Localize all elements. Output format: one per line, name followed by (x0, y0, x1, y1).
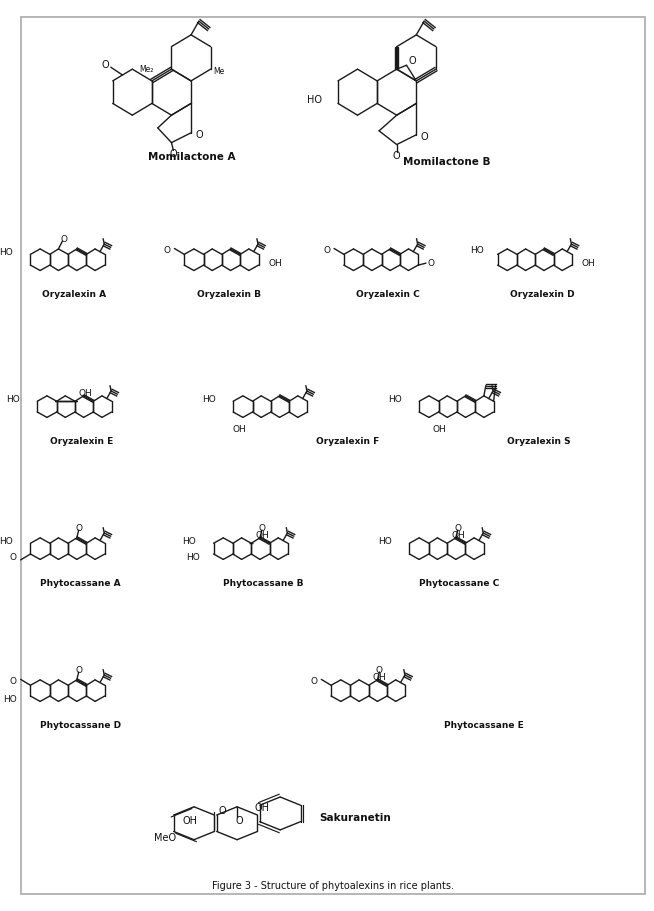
Text: Oryzalexin D: Oryzalexin D (510, 290, 575, 299)
Text: O: O (75, 524, 82, 533)
Text: HO: HO (3, 695, 17, 704)
Text: OH: OH (373, 673, 387, 682)
Text: Oryzalexin F: Oryzalexin F (317, 436, 380, 445)
Text: Figure 3 - Structure of phytoalexins in rice plants.: Figure 3 - Structure of phytoalexins in … (212, 881, 454, 891)
Text: O: O (409, 56, 416, 67)
FancyBboxPatch shape (21, 17, 645, 894)
Text: HO: HO (186, 554, 200, 562)
Text: OH: OH (182, 815, 198, 825)
Text: Phytocassane B: Phytocassane B (224, 578, 304, 588)
Text: OH: OH (433, 425, 447, 434)
Text: Phytocassane E: Phytocassane E (443, 721, 523, 730)
Text: O: O (169, 149, 177, 159)
Text: O: O (60, 235, 67, 243)
Text: Oryzalexin A: Oryzalexin A (43, 290, 107, 299)
Text: O: O (164, 246, 171, 255)
Text: O: O (421, 132, 428, 142)
Text: O: O (428, 259, 435, 268)
Text: OH: OH (232, 425, 246, 434)
Text: O: O (101, 60, 109, 70)
Text: Oryzalexin B: Oryzalexin B (197, 290, 261, 299)
Text: OH: OH (79, 389, 93, 398)
Text: Sakuranetin: Sakuranetin (319, 814, 391, 824)
Text: Oryzalexin S: Oryzalexin S (508, 436, 571, 445)
Text: Me₂: Me₂ (139, 65, 153, 74)
Text: O: O (393, 151, 400, 161)
Text: HO: HO (378, 537, 392, 546)
Text: OH: OH (581, 259, 595, 268)
Text: O: O (311, 677, 317, 686)
Text: HO: HO (307, 95, 322, 105)
Text: HO: HO (182, 537, 196, 546)
Text: Phytocassane A: Phytocassane A (41, 578, 121, 588)
Text: O: O (10, 554, 17, 562)
Text: O: O (455, 524, 461, 533)
Text: O: O (10, 677, 17, 686)
Text: O: O (376, 666, 383, 674)
Polygon shape (395, 46, 398, 69)
Text: O: O (323, 246, 330, 255)
Text: Momilactone B: Momilactone B (403, 158, 490, 168)
Text: O: O (258, 524, 266, 533)
Text: HO: HO (388, 394, 402, 404)
Text: HO: HO (6, 394, 20, 404)
Text: Phytocassane D: Phytocassane D (41, 721, 122, 730)
Text: OH: OH (255, 531, 269, 540)
Text: Oryzalexin E: Oryzalexin E (50, 436, 113, 445)
Text: HO: HO (0, 248, 13, 257)
Text: OH: OH (451, 531, 465, 540)
Text: HO: HO (0, 537, 13, 546)
Text: Oryzalexin C: Oryzalexin C (356, 290, 419, 299)
Text: OH: OH (268, 259, 282, 268)
Text: OH: OH (254, 803, 269, 813)
Text: Momilactone A: Momilactone A (148, 152, 235, 162)
Text: Phytocassane C: Phytocassane C (419, 578, 500, 588)
Text: O: O (219, 806, 226, 816)
Text: O: O (195, 129, 203, 139)
Text: O: O (235, 815, 243, 825)
Text: HO: HO (202, 394, 216, 404)
Text: O: O (75, 666, 82, 674)
Text: HO: HO (470, 246, 484, 255)
Text: MeO: MeO (154, 833, 177, 843)
Text: Me: Me (213, 67, 224, 76)
